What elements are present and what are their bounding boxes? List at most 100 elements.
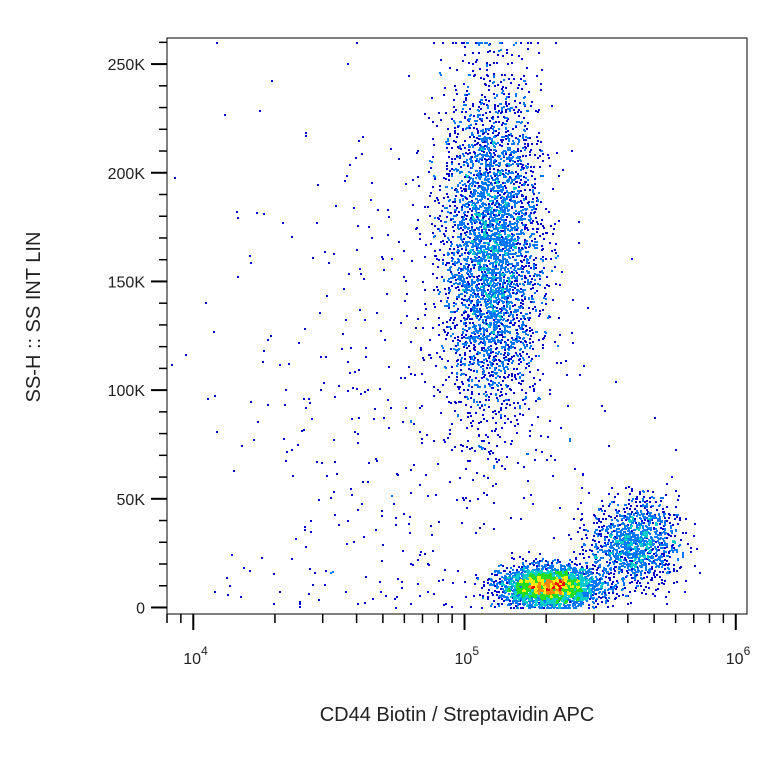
event-dot: [454, 325, 456, 327]
event-dot: [495, 377, 497, 379]
event-dot: [526, 329, 528, 331]
event-dot: [442, 259, 444, 261]
event-dot: [531, 233, 533, 235]
event-dot: [454, 410, 456, 412]
event-dot: [476, 59, 478, 61]
event-dot: [500, 208, 502, 210]
event-dot: [467, 86, 469, 88]
event-dot: [482, 289, 484, 291]
event-dot: [495, 283, 497, 285]
event-dot: [479, 101, 481, 103]
event-dot: [470, 161, 472, 163]
event-dot: [522, 206, 524, 208]
event-dot: [498, 227, 500, 229]
event-dot: [478, 268, 480, 270]
event-dot: [476, 249, 478, 251]
event-dot: [505, 320, 507, 322]
event-dot: [478, 256, 480, 258]
event-dot: [502, 86, 504, 88]
event-dot: [495, 352, 497, 354]
event-dot: [432, 273, 434, 275]
event-dot: [513, 585, 515, 587]
event-dot: [462, 199, 464, 201]
event-dot: [490, 200, 492, 202]
event-dot: [517, 227, 519, 229]
event-dot: [502, 336, 504, 338]
event-dot: [485, 162, 487, 164]
event-dot: [448, 262, 450, 264]
event-dot: [501, 141, 503, 143]
event-dot: [466, 330, 468, 332]
event-dot: [463, 323, 465, 325]
event-dot: [507, 242, 509, 244]
event-dot: [494, 337, 496, 339]
event-dot: [485, 223, 487, 225]
event-dot: [431, 223, 433, 225]
event-dot: [521, 255, 523, 257]
event-dot: [475, 182, 477, 184]
event-dot: [500, 340, 502, 342]
event-dot: [506, 202, 508, 204]
event-dot: [473, 191, 475, 193]
event-dot: [513, 392, 515, 394]
event-dot: [457, 224, 459, 226]
event-dot: [502, 55, 504, 57]
event-dot: [499, 299, 501, 301]
event-dot: [448, 278, 450, 280]
event-dot: [515, 298, 517, 300]
event-dot: [496, 239, 498, 241]
event-dot: [483, 182, 485, 184]
event-dot: [495, 272, 497, 274]
event-dot: [521, 326, 523, 328]
event-dot: [461, 220, 463, 222]
event-dot: [490, 289, 492, 291]
event-dot: [513, 311, 515, 313]
event-dot: [539, 278, 541, 280]
event-dot: [479, 215, 481, 217]
event-dot: [539, 275, 541, 277]
event-dot: [472, 63, 474, 65]
event-dot: [546, 276, 548, 278]
event-dot: [457, 249, 459, 251]
event-dot: [480, 279, 482, 281]
event-dot: [471, 281, 473, 283]
event-dot: [525, 255, 527, 257]
event-dot: [454, 446, 456, 448]
event-dot: [479, 226, 481, 228]
event-dot: [494, 198, 496, 200]
event-dot: [438, 259, 440, 261]
event-dot: [500, 261, 502, 263]
event-dot: [497, 385, 499, 387]
event-dot: [471, 223, 473, 225]
event-dot: [475, 315, 477, 317]
event-dot: [451, 147, 453, 149]
event-dot: [533, 268, 535, 270]
event-dot: [495, 241, 497, 243]
event-dot: [447, 237, 449, 239]
event-dot: [527, 281, 529, 283]
event-dot: [451, 372, 453, 374]
event-dot: [481, 251, 483, 253]
event-dot: [432, 186, 434, 188]
event-dot: [475, 219, 477, 221]
event-dot: [484, 139, 486, 141]
event-dot: [488, 147, 490, 149]
event-dot: [494, 235, 496, 237]
event-dot: [434, 255, 436, 257]
event-dot: [443, 177, 445, 179]
event-dot: [503, 197, 505, 199]
event-dot: [480, 191, 482, 193]
event-dot: [498, 301, 500, 303]
event-dot: [498, 224, 500, 226]
event-dot: [542, 272, 544, 274]
event-dot: [502, 380, 504, 382]
event-dot: [474, 450, 476, 452]
event-dot: [466, 396, 468, 398]
event-dot: [533, 275, 535, 277]
event-dot: [471, 204, 473, 206]
event-dot: [511, 239, 513, 241]
event-dot: [532, 186, 534, 188]
event-dot: [473, 115, 475, 117]
event-dot: [495, 393, 497, 395]
event-dot: [543, 607, 545, 609]
